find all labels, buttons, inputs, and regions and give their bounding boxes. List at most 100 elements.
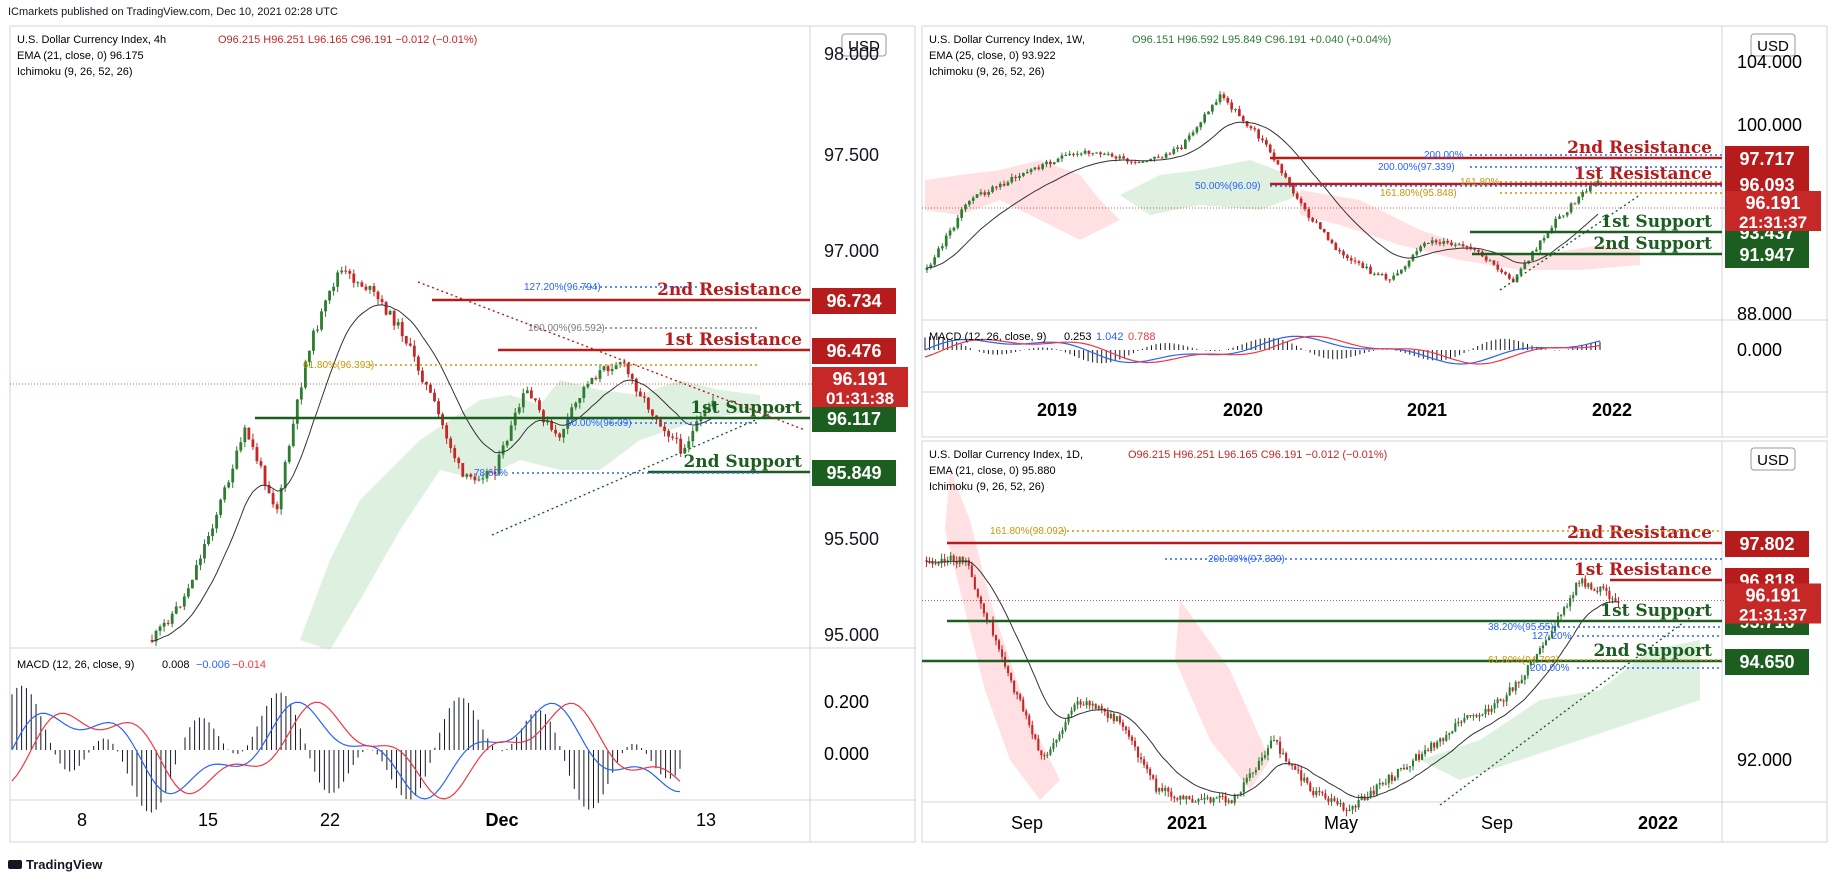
candle bbox=[979, 192, 983, 195]
level-label: 1st Support bbox=[1600, 212, 1712, 232]
candle bbox=[1203, 797, 1206, 800]
candle bbox=[1369, 790, 1372, 797]
time-tick: Sep bbox=[1011, 813, 1043, 833]
candle bbox=[1387, 774, 1390, 784]
macd-value: −0.014 bbox=[232, 659, 266, 671]
candle bbox=[396, 322, 400, 326]
candle bbox=[1191, 132, 1195, 136]
candle bbox=[1122, 156, 1125, 159]
candle bbox=[465, 474, 469, 477]
candle bbox=[1469, 715, 1472, 717]
panel-4h-currency-badge[interactable]: USD bbox=[841, 33, 887, 57]
candle bbox=[1218, 94, 1222, 103]
candle bbox=[1376, 273, 1380, 276]
candle bbox=[158, 626, 162, 631]
candle bbox=[1400, 269, 1403, 274]
time-tick: May bbox=[1324, 813, 1358, 833]
price-tick: 98.000 bbox=[824, 44, 879, 64]
price-box bbox=[812, 338, 896, 364]
panel-1d-currency-badge[interactable]: USD bbox=[1750, 447, 1796, 471]
candle bbox=[1348, 809, 1351, 812]
candle bbox=[614, 364, 618, 370]
candle bbox=[231, 468, 235, 483]
candle bbox=[1207, 111, 1210, 115]
candle bbox=[1133, 740, 1137, 747]
candle bbox=[1249, 126, 1253, 129]
candle bbox=[1544, 640, 1548, 646]
candle bbox=[1019, 694, 1022, 700]
candle bbox=[1402, 767, 1406, 770]
candle bbox=[949, 555, 952, 561]
candle bbox=[711, 400, 715, 407]
candle bbox=[955, 561, 958, 564]
candle bbox=[372, 285, 376, 292]
candle bbox=[976, 589, 979, 597]
candle bbox=[546, 420, 549, 423]
candles-1d bbox=[925, 552, 1620, 817]
candle bbox=[1566, 606, 1569, 608]
candle bbox=[1076, 153, 1079, 155]
candle bbox=[606, 366, 610, 372]
candle bbox=[1415, 251, 1419, 255]
candle bbox=[1538, 648, 1541, 654]
candle bbox=[1393, 777, 1396, 781]
candle bbox=[1357, 261, 1361, 264]
candle bbox=[1560, 614, 1563, 617]
ema-line bbox=[926, 560, 1619, 799]
candle bbox=[1430, 742, 1433, 751]
candle bbox=[1611, 598, 1614, 600]
candle bbox=[1484, 708, 1487, 715]
candle bbox=[1478, 715, 1481, 717]
macd-value: 1.042 bbox=[1096, 331, 1124, 343]
candle bbox=[1172, 149, 1176, 154]
candle bbox=[933, 257, 936, 265]
cloud-4h bbox=[300, 380, 760, 650]
candle bbox=[1546, 233, 1550, 239]
candle bbox=[1380, 274, 1384, 276]
macd-signal-line bbox=[11, 701, 681, 800]
candle bbox=[1016, 692, 1019, 695]
panel-4h-macd-axis: 0.200 0.000 bbox=[824, 692, 869, 764]
candle bbox=[1585, 191, 1588, 193]
candle bbox=[1366, 796, 1369, 800]
candle bbox=[642, 396, 646, 398]
current-price-value: 96.191 bbox=[1745, 193, 1800, 213]
price-tick: 95.000 bbox=[824, 625, 879, 645]
candle bbox=[570, 407, 574, 418]
candle bbox=[1194, 801, 1197, 803]
panel-1w-currency-badge[interactable]: USD bbox=[1750, 33, 1796, 57]
fib-label: 127.20%(96.794) bbox=[524, 282, 601, 293]
footer: TradingView bbox=[8, 857, 102, 872]
candle bbox=[1272, 152, 1276, 161]
candle bbox=[194, 565, 198, 580]
candle bbox=[1073, 704, 1076, 711]
candle bbox=[1046, 754, 1049, 756]
candle bbox=[1164, 153, 1168, 158]
candle bbox=[1547, 637, 1551, 641]
panel-1d-title: U.S. Dollar Currency Index, 1D, bbox=[929, 449, 1083, 461]
candle bbox=[1569, 598, 1572, 607]
candle bbox=[429, 384, 432, 393]
price-tick: 92.000 bbox=[1737, 750, 1792, 770]
level-label: 1st Resistance bbox=[1574, 164, 1712, 184]
candle bbox=[1373, 273, 1376, 275]
candle bbox=[1321, 792, 1324, 794]
macd-tick: 0.200 bbox=[824, 692, 869, 712]
candle bbox=[1248, 773, 1251, 778]
candle bbox=[1180, 147, 1183, 149]
candle bbox=[1461, 244, 1465, 247]
price-box bbox=[1725, 242, 1809, 268]
candle bbox=[1303, 777, 1306, 781]
candle bbox=[1037, 167, 1041, 169]
candle bbox=[441, 414, 445, 426]
panel-4h-macd-legend: MACD (12, 26, close, 9) 0.008 −0.006 −0.… bbox=[17, 659, 266, 671]
candle bbox=[1351, 805, 1354, 810]
candle bbox=[227, 482, 231, 488]
candle bbox=[1257, 129, 1260, 139]
time-tick: 2020 bbox=[1223, 400, 1263, 420]
candle bbox=[243, 427, 247, 443]
candle bbox=[1405, 767, 1409, 770]
current-price-box bbox=[812, 367, 908, 407]
candle bbox=[550, 420, 553, 430]
